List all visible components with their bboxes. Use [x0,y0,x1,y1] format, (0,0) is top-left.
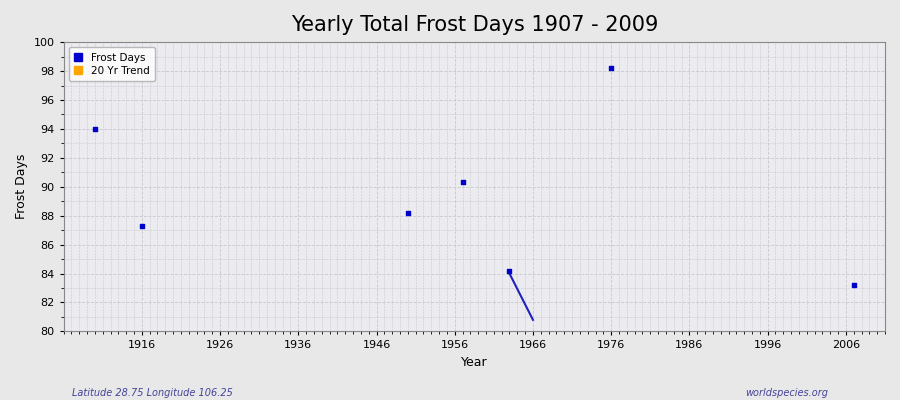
Point [604,65,618,71]
Title: Yearly Total Frost Days 1907 - 2009: Yearly Total Frost Days 1907 - 2009 [291,15,658,35]
Legend: Frost Days, 20 Yr Trend: Frost Days, 20 Yr Trend [68,47,155,81]
Point [87,126,102,132]
Y-axis label: Frost Days: Frost Days [15,154,28,220]
X-axis label: Year: Year [461,356,488,369]
Point [135,223,149,229]
Text: Latitude 28.75 Longitude 106.25: Latitude 28.75 Longitude 106.25 [72,388,233,398]
Point [455,179,470,186]
Point [847,282,861,288]
Point [400,210,415,216]
Text: worldspecies.org: worldspecies.org [745,388,828,398]
Point [502,268,517,274]
